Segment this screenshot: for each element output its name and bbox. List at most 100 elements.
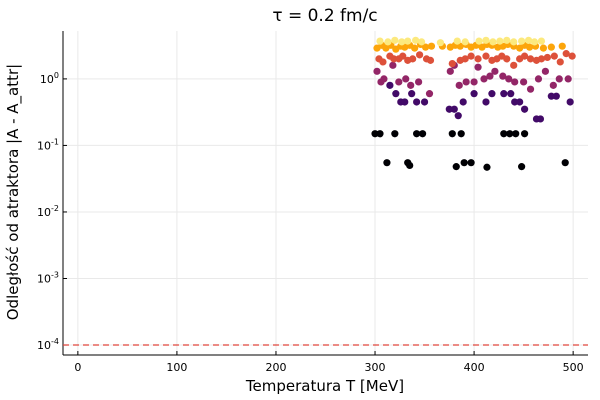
data-point bbox=[539, 44, 548, 52]
data-point bbox=[518, 37, 526, 45]
data-point bbox=[564, 75, 572, 83]
data-points bbox=[371, 36, 576, 171]
data-point bbox=[503, 55, 511, 63]
data-point bbox=[541, 67, 550, 75]
data-point bbox=[457, 130, 465, 138]
data-point bbox=[446, 67, 454, 75]
tick-labels: 0 100 200 300 400 500 10-4 10-3 10-2 10-1 100 bbox=[37, 71, 584, 374]
data-point bbox=[467, 159, 475, 167]
data-point bbox=[371, 130, 379, 138]
data-point bbox=[395, 78, 403, 86]
data-point bbox=[452, 163, 460, 171]
data-point bbox=[373, 67, 381, 75]
data-point bbox=[525, 43, 534, 51]
data-point bbox=[526, 85, 535, 93]
data-point bbox=[411, 44, 419, 52]
data-point bbox=[518, 163, 526, 171]
data-point bbox=[470, 78, 478, 86]
data-point bbox=[386, 81, 394, 89]
y-tick-label: 10-4 bbox=[37, 337, 59, 352]
data-point bbox=[401, 98, 409, 106]
data-point bbox=[416, 51, 424, 59]
data-point bbox=[474, 63, 482, 71]
data-point bbox=[521, 105, 529, 113]
data-point bbox=[406, 161, 414, 170]
data-point bbox=[404, 37, 412, 45]
data-point bbox=[537, 55, 546, 63]
data-point bbox=[482, 98, 490, 106]
data-point bbox=[521, 130, 529, 138]
data-point bbox=[480, 75, 488, 83]
y-tick-label: 10-1 bbox=[37, 137, 59, 152]
data-point bbox=[543, 53, 551, 62]
data-point bbox=[500, 130, 508, 138]
data-point bbox=[482, 36, 490, 44]
data-point bbox=[407, 81, 415, 89]
data-point bbox=[534, 75, 543, 83]
data-point bbox=[425, 90, 434, 98]
data-point bbox=[506, 130, 514, 138]
data-point bbox=[390, 55, 398, 63]
data-point bbox=[558, 42, 566, 50]
y-axis-title: Odległość od atraktora |A - A_attr| bbox=[4, 64, 23, 321]
data-point bbox=[380, 75, 388, 83]
data-point bbox=[530, 38, 539, 46]
data-point bbox=[448, 59, 456, 68]
data-point bbox=[549, 81, 557, 89]
data-point bbox=[505, 75, 513, 83]
data-point bbox=[550, 52, 558, 60]
x-tick-label: 400 bbox=[464, 361, 485, 374]
y-tick-label: 10-2 bbox=[37, 204, 59, 219]
y-tick-label: 10-3 bbox=[37, 270, 59, 285]
data-point bbox=[526, 55, 535, 63]
data-point bbox=[561, 159, 569, 167]
data-point bbox=[454, 112, 462, 120]
data-point bbox=[470, 90, 478, 98]
data-point bbox=[426, 56, 435, 64]
data-point bbox=[450, 105, 458, 113]
data-point bbox=[556, 58, 564, 66]
data-point bbox=[555, 75, 563, 83]
data-point bbox=[389, 61, 397, 69]
x-tick-label: 0 bbox=[74, 361, 81, 374]
data-point bbox=[455, 81, 463, 89]
data-point bbox=[409, 55, 417, 63]
data-point bbox=[448, 130, 456, 138]
data-point bbox=[436, 39, 445, 47]
data-point bbox=[392, 90, 400, 98]
data-point bbox=[488, 90, 496, 98]
data-point bbox=[420, 98, 429, 106]
data-point bbox=[520, 78, 528, 86]
data-point bbox=[536, 115, 545, 123]
data-point bbox=[399, 52, 407, 60]
data-point bbox=[412, 36, 420, 44]
data-point bbox=[503, 36, 511, 44]
data-point bbox=[486, 72, 494, 80]
data-point bbox=[566, 98, 574, 106]
data-point bbox=[483, 163, 491, 171]
data-point bbox=[462, 78, 470, 86]
x-axis-title: Temperatura T [MeV] bbox=[245, 377, 404, 395]
data-point bbox=[467, 52, 475, 60]
data-point bbox=[475, 37, 483, 45]
data-point bbox=[408, 90, 416, 98]
data-point bbox=[516, 98, 524, 106]
data-point bbox=[460, 159, 468, 167]
data-point bbox=[500, 90, 508, 98]
data-point bbox=[461, 55, 469, 63]
data-point bbox=[379, 58, 387, 66]
data-point bbox=[499, 72, 507, 80]
data-point bbox=[496, 37, 504, 45]
data-point bbox=[562, 50, 570, 58]
data-point bbox=[383, 159, 391, 167]
data-point bbox=[459, 98, 467, 106]
data-point bbox=[421, 43, 430, 51]
data-point bbox=[376, 37, 384, 45]
y-tick-label: 100 bbox=[40, 71, 59, 86]
data-point bbox=[453, 37, 461, 45]
data-point bbox=[427, 42, 436, 50]
data-point bbox=[547, 43, 555, 51]
data-point bbox=[413, 130, 421, 138]
